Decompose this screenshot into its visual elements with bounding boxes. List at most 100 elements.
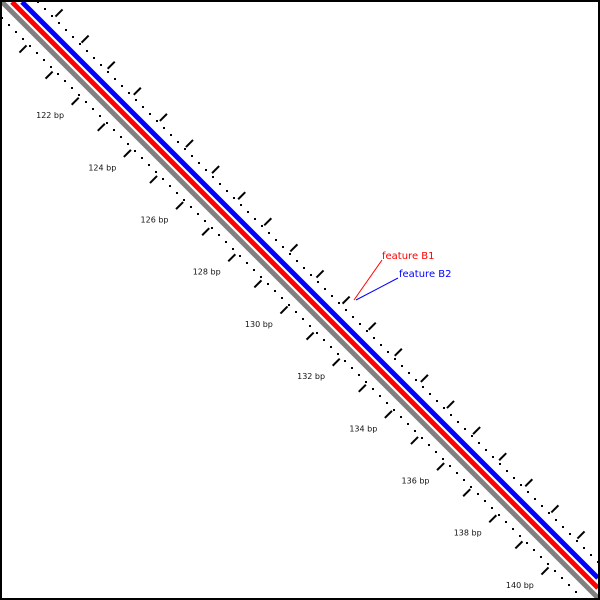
guide-dot xyxy=(478,442,480,444)
guide-dot xyxy=(85,101,87,103)
guide-dot xyxy=(183,199,185,201)
scale-tick xyxy=(54,8,64,18)
guide-dot xyxy=(555,519,557,521)
guide-dot xyxy=(169,185,171,187)
guide-dot xyxy=(106,122,108,124)
guide-dot xyxy=(576,540,578,542)
guide-dot xyxy=(316,332,318,334)
guide-dot xyxy=(261,225,263,227)
guide-dot xyxy=(443,407,445,409)
guide-dot xyxy=(177,141,179,143)
bp-label: 128 bp xyxy=(193,268,221,277)
guide-dot xyxy=(526,542,528,544)
guide-dot xyxy=(113,129,115,131)
bp-label: 132 bp xyxy=(297,372,325,381)
guide-dot xyxy=(345,309,347,311)
guide-dot xyxy=(358,374,360,376)
guide-dot xyxy=(205,169,207,171)
guide-dot xyxy=(505,521,507,523)
scale-tick xyxy=(410,436,419,445)
scale-tick xyxy=(367,321,377,331)
guide-dot xyxy=(519,535,521,537)
scale-tick xyxy=(18,44,28,54)
guide-dot xyxy=(246,262,248,264)
guide-dot xyxy=(191,155,193,157)
guide-dot xyxy=(324,288,326,290)
guide-dot xyxy=(219,183,221,185)
scale-tick xyxy=(488,514,498,524)
guide-dot xyxy=(114,78,116,80)
scale-tick xyxy=(524,478,534,488)
feature-b2-track[interactable] xyxy=(20,2,598,580)
guide-dot xyxy=(540,556,542,558)
guide-dot xyxy=(393,409,395,411)
guide-dot xyxy=(400,416,402,418)
guide-dot xyxy=(386,402,388,404)
guide-dot xyxy=(128,92,130,94)
bp-label: 130 bp xyxy=(245,320,273,329)
guide-dot xyxy=(135,99,137,101)
guide-dot xyxy=(289,253,291,255)
guide-dot xyxy=(281,297,283,299)
guide-dot xyxy=(506,470,508,472)
bp-label: 124 bp xyxy=(88,163,116,172)
guide-dot xyxy=(408,372,410,374)
guide-dot xyxy=(520,484,522,486)
guide-dot xyxy=(2,17,3,19)
guide-dot xyxy=(107,71,109,73)
guide-dot xyxy=(499,463,501,465)
guide-dot xyxy=(323,339,325,341)
scale-tick xyxy=(201,227,210,236)
guide-dot xyxy=(302,318,304,320)
scale-tick xyxy=(80,34,90,44)
feature-b1-label[interactable]: feature B1 xyxy=(382,251,435,262)
guide-dot xyxy=(197,213,199,215)
guide-dot xyxy=(554,570,556,572)
feature-b1-callout-line xyxy=(353,259,383,301)
guide-dot xyxy=(65,29,67,31)
guide-dot xyxy=(331,295,333,297)
guide-dot xyxy=(15,31,17,33)
guide-dot xyxy=(253,269,255,271)
feature-b1-track[interactable] xyxy=(10,2,598,590)
guide-dot xyxy=(240,204,242,206)
scale-tick xyxy=(211,165,220,174)
guide-dot xyxy=(401,365,403,367)
scale-tick xyxy=(436,462,445,471)
scale-tick xyxy=(237,191,246,200)
guide-dot xyxy=(492,456,494,458)
guide-dot xyxy=(92,108,94,110)
guide-dot xyxy=(457,421,459,423)
guide-dot xyxy=(268,232,270,234)
guide-dot xyxy=(212,176,214,178)
guide-dot xyxy=(421,437,423,439)
scale-tick xyxy=(263,217,273,227)
scale-tick xyxy=(279,305,289,315)
scale-tick xyxy=(44,70,54,80)
guide-dot xyxy=(8,24,10,26)
guide-dot xyxy=(155,171,157,173)
scale-tick xyxy=(394,348,403,357)
bp-label: 134 bp xyxy=(349,424,377,433)
guide-dot xyxy=(149,113,151,115)
scale-tick xyxy=(315,269,325,279)
scale-tick xyxy=(358,384,367,393)
scale-tick xyxy=(550,504,560,514)
guide-dot xyxy=(43,59,45,61)
guide-dot xyxy=(211,227,213,229)
scale-tick xyxy=(540,566,550,576)
guide-dot xyxy=(29,45,31,47)
guide-dot xyxy=(282,246,284,248)
guide-dot xyxy=(352,316,354,318)
scale-tick xyxy=(305,331,315,341)
guide-dot xyxy=(379,395,381,397)
guide-dot xyxy=(142,106,144,108)
guide-dot xyxy=(436,400,438,402)
scale-tick xyxy=(253,279,263,289)
guide-dot xyxy=(337,353,339,355)
guide-dot xyxy=(267,283,269,285)
scale-tick xyxy=(289,243,299,253)
guide-dot xyxy=(372,388,374,390)
feature-b2-label[interactable]: feature B2 xyxy=(399,269,452,280)
